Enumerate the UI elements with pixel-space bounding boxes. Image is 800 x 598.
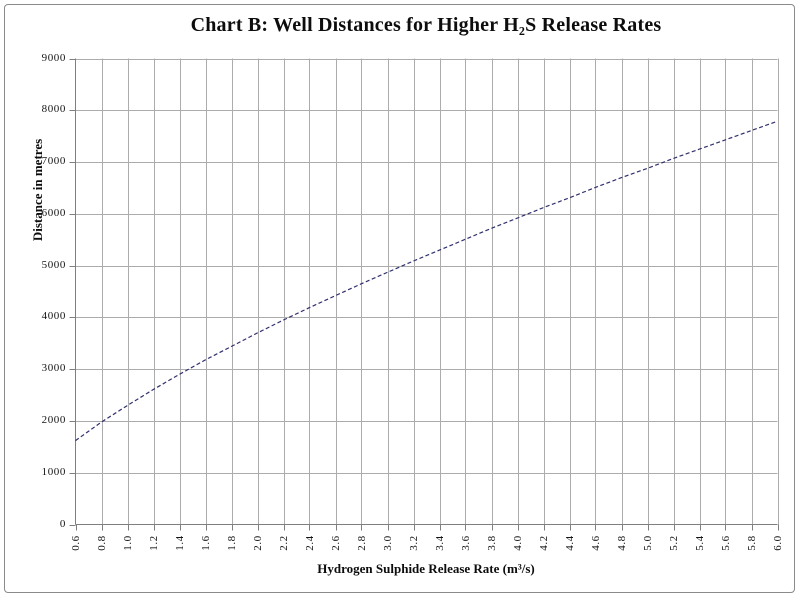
x-axis-title: Hydrogen Sulphide Release Rate (m³/s) (317, 561, 535, 576)
x-tick-label: 0.6 (69, 535, 82, 551)
x-tick-label: 2.2 (277, 535, 290, 551)
x-tick-label: 2.8 (355, 535, 368, 551)
x-tick-label: 5.0 (641, 535, 654, 551)
x-tick-label: 1.4 (173, 535, 186, 551)
x-tick-label: 5.2 (667, 535, 680, 551)
x-tick-label: 2.0 (251, 535, 264, 551)
y-tick-label: 5000 (41, 258, 66, 271)
y-tick-label: 9000 (41, 51, 66, 64)
x-tick-label: 4.8 (615, 535, 628, 551)
x-tick-label: 5.6 (719, 535, 732, 551)
x-tick-label: 1.0 (121, 535, 134, 551)
x-tick-label: 3.8 (485, 535, 498, 551)
y-tick-label: 6000 (41, 206, 66, 219)
y-tick-label: 7000 (41, 155, 66, 168)
x-tick-label: 5.8 (745, 535, 758, 551)
x-tick-label: 4.6 (589, 535, 602, 551)
x-tick-label: 4.0 (511, 535, 524, 551)
x-tick-label: 5.4 (693, 535, 706, 551)
x-tick-label: 2.6 (329, 535, 342, 551)
chart-title: Chart B: Well Distances for Higher H₂S R… (190, 14, 662, 36)
x-tick-label: 3.0 (381, 535, 394, 551)
x-tick-label: 4.4 (563, 535, 576, 551)
y-tick-label: 4000 (41, 310, 66, 323)
x-tick-label: 2.4 (303, 535, 316, 551)
x-tick-label: 3.6 (459, 535, 472, 551)
x-tick-label: 3.4 (433, 535, 446, 551)
y-tick-label: 0 (59, 517, 66, 530)
x-tick-label: 1.2 (147, 535, 160, 551)
x-tick-label: 1.6 (199, 535, 212, 551)
x-tick-label: 3.2 (407, 535, 420, 551)
x-tick-label: 0.8 (95, 535, 108, 551)
y-tick-label: 3000 (41, 362, 66, 375)
x-tick-label: 1.8 (225, 535, 238, 551)
x-tick-label: 6.0 (771, 535, 784, 551)
y-tick-label: 1000 (41, 465, 66, 478)
y-tick-label: 2000 (41, 413, 66, 426)
y-tick-label: 8000 (41, 103, 66, 116)
series-line (75, 120, 778, 442)
x-tick-label: 4.2 (537, 535, 550, 551)
